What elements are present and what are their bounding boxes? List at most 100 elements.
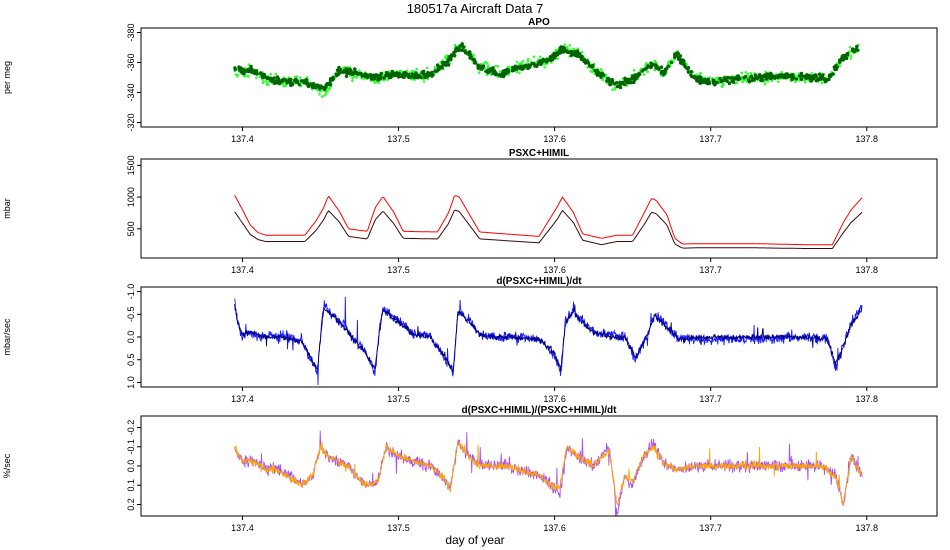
x-tick-label: 137.5 bbox=[387, 394, 410, 404]
data-point bbox=[254, 69, 259, 73]
data-point bbox=[849, 57, 853, 60]
data-point bbox=[306, 76, 309, 79]
series-1 bbox=[233, 41, 860, 98]
data-point bbox=[780, 70, 783, 74]
data-point bbox=[730, 76, 735, 80]
x-tick-label: 137.8 bbox=[855, 265, 878, 275]
panel-1: APO per meg 137.4 137.5 137.6 137.7 137.8 -320 -… bbox=[2, 17, 938, 144]
data-point bbox=[543, 66, 546, 69]
data-point bbox=[646, 70, 649, 74]
data-point bbox=[790, 75, 794, 80]
data-point bbox=[413, 73, 417, 78]
y-tick-label: -0.5 bbox=[126, 307, 136, 323]
data-point bbox=[649, 65, 653, 70]
data-point bbox=[305, 80, 309, 85]
data-point bbox=[746, 78, 751, 82]
panel-title: d(PSXC+HIMIL)/(PSXC+HIMIL)/dt bbox=[462, 405, 618, 416]
data-point bbox=[344, 67, 348, 71]
data-point bbox=[306, 84, 311, 89]
data-point bbox=[582, 57, 586, 62]
data-point bbox=[657, 67, 661, 71]
data-point bbox=[453, 43, 457, 47]
data-point bbox=[265, 83, 269, 87]
data-point bbox=[783, 74, 787, 79]
data-point bbox=[515, 60, 519, 64]
data-point bbox=[338, 67, 342, 72]
y-tick-label: 1000 bbox=[126, 187, 136, 207]
data-point bbox=[711, 80, 715, 84]
data-point bbox=[407, 75, 411, 79]
data-point bbox=[563, 43, 566, 46]
data-point bbox=[850, 48, 855, 53]
data-point bbox=[410, 69, 414, 73]
data-point bbox=[689, 73, 693, 77]
data-point bbox=[695, 75, 699, 79]
data-point bbox=[486, 68, 490, 73]
data-point bbox=[608, 78, 613, 82]
data-point bbox=[234, 73, 238, 76]
x-tick-label: 137.4 bbox=[231, 523, 254, 533]
data-point bbox=[736, 74, 740, 78]
data-point bbox=[477, 71, 481, 74]
data-point bbox=[357, 72, 361, 76]
data-point bbox=[481, 66, 485, 70]
data-point bbox=[698, 72, 702, 76]
data-point bbox=[823, 77, 828, 82]
data-point bbox=[395, 71, 399, 75]
data-point bbox=[351, 79, 354, 82]
data-point bbox=[457, 48, 461, 52]
data-point bbox=[276, 77, 281, 81]
data-point bbox=[642, 73, 646, 76]
data-point bbox=[353, 75, 356, 78]
data-point bbox=[666, 61, 670, 65]
data-point bbox=[247, 75, 250, 78]
data-point bbox=[540, 60, 544, 64]
data-point bbox=[269, 73, 273, 76]
y-tick-label: -360 bbox=[126, 53, 136, 71]
data-point bbox=[341, 69, 346, 74]
data-point bbox=[528, 65, 532, 69]
data-point bbox=[421, 71, 425, 76]
data-point bbox=[740, 71, 743, 75]
data-point bbox=[318, 87, 322, 91]
data-point bbox=[636, 73, 640, 78]
y-tick-label: -1.0 bbox=[126, 284, 136, 300]
data-point bbox=[255, 76, 258, 79]
x-tick-label: 137.6 bbox=[543, 134, 566, 144]
data-point bbox=[799, 71, 804, 76]
data-point bbox=[246, 69, 251, 74]
data-point bbox=[518, 66, 522, 71]
data-point bbox=[653, 60, 656, 64]
data-point bbox=[386, 78, 389, 81]
data-point bbox=[373, 81, 377, 84]
data-point bbox=[430, 70, 434, 75]
data-point bbox=[741, 80, 744, 84]
data-point bbox=[286, 80, 290, 85]
data-point bbox=[725, 79, 729, 84]
data-point bbox=[680, 58, 685, 62]
data-point bbox=[746, 73, 749, 76]
data-point bbox=[379, 75, 383, 80]
y-tick-label: -340 bbox=[126, 83, 136, 101]
y-tick-label: -320 bbox=[126, 113, 136, 131]
data-point bbox=[591, 70, 594, 73]
data-point bbox=[727, 81, 732, 86]
x-tick-label: 137.6 bbox=[543, 523, 566, 533]
data-point bbox=[642, 67, 646, 72]
series-line bbox=[234, 304, 863, 373]
data-point bbox=[270, 78, 274, 83]
data-point bbox=[770, 75, 774, 79]
data-point bbox=[416, 73, 420, 77]
x-tick-label: 137.8 bbox=[855, 134, 878, 144]
data-point bbox=[409, 75, 413, 79]
data-point bbox=[395, 73, 399, 78]
data-point bbox=[764, 70, 767, 74]
data-point bbox=[798, 74, 802, 78]
data-point bbox=[521, 66, 525, 70]
data-point bbox=[367, 73, 371, 78]
data-point bbox=[515, 67, 519, 71]
data-point bbox=[573, 53, 578, 58]
data-point bbox=[274, 72, 278, 76]
data-point bbox=[233, 66, 237, 70]
data-point bbox=[767, 73, 771, 77]
